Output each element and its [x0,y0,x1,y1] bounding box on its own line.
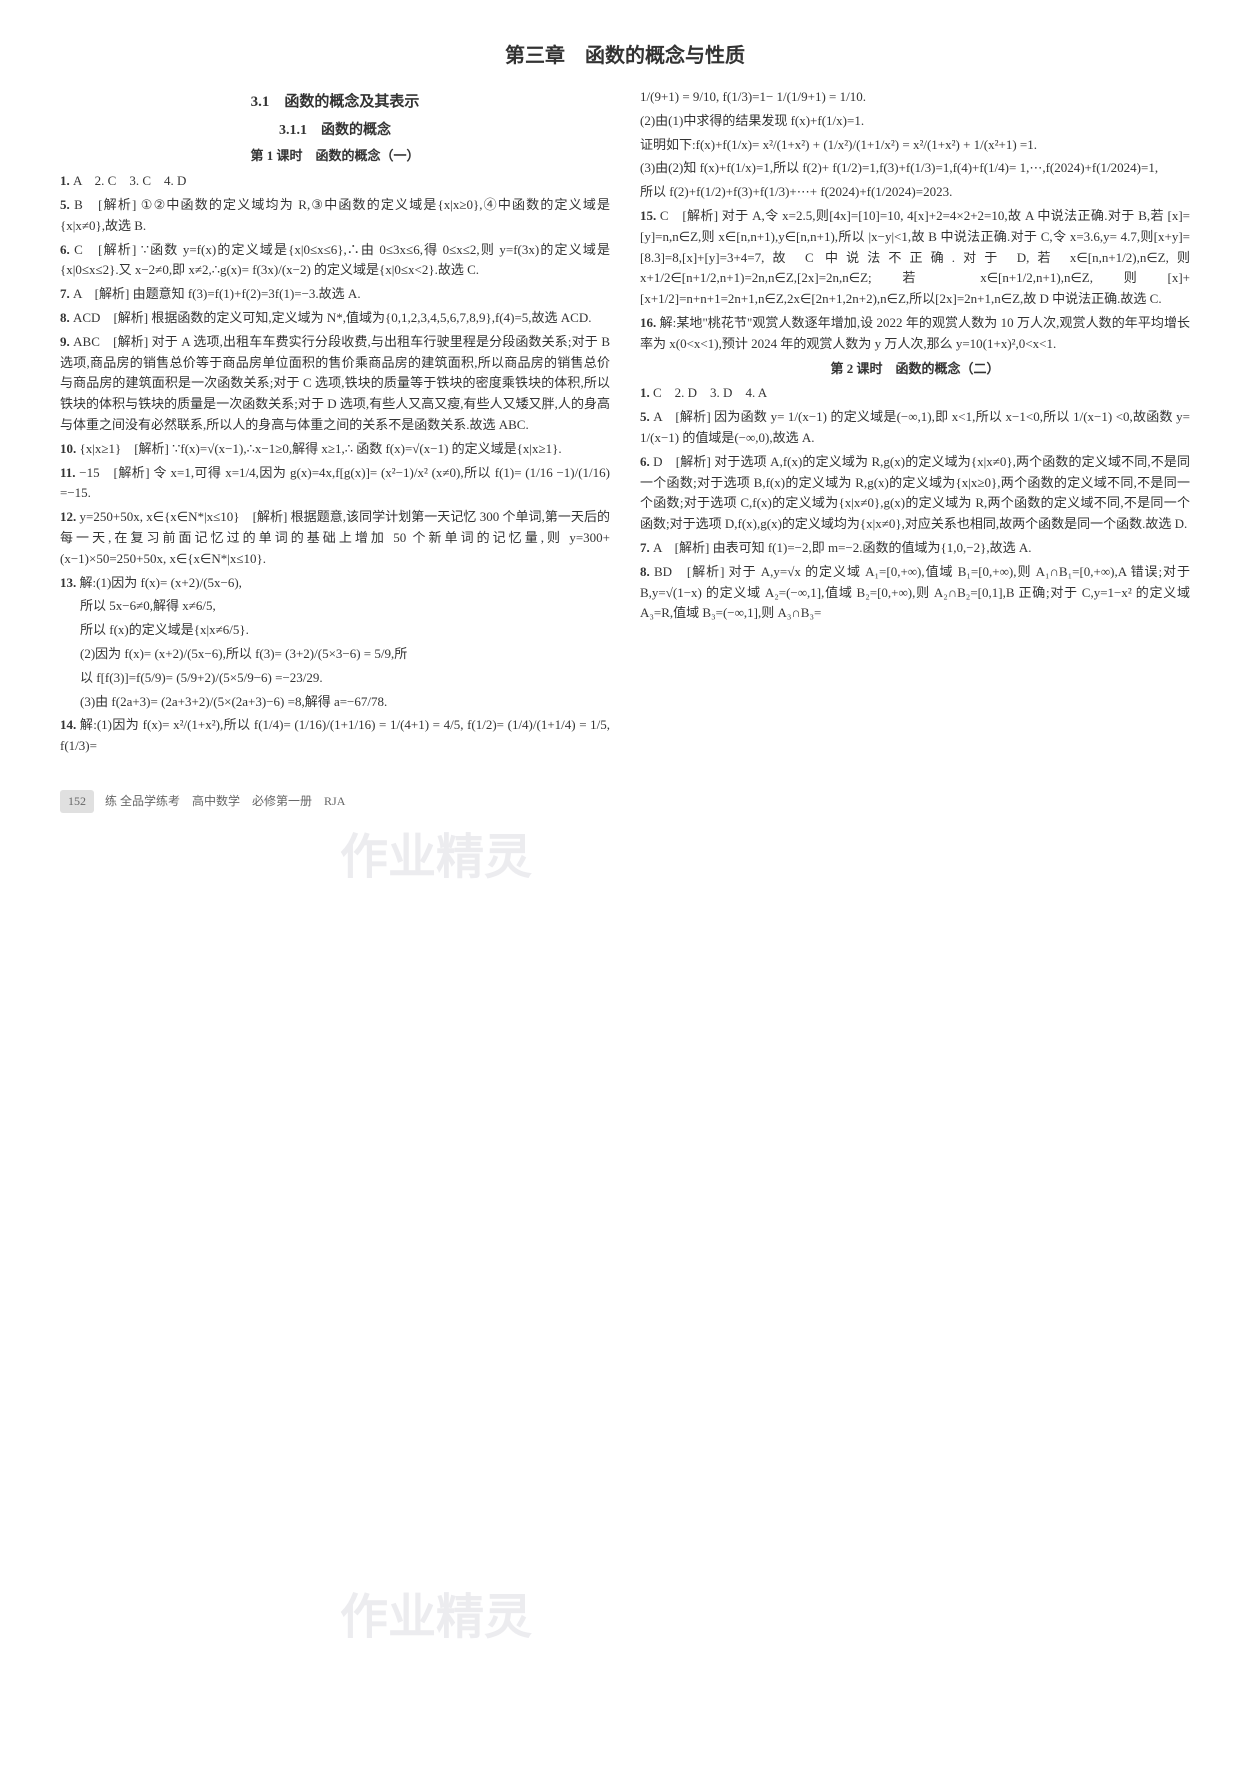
subsection-title: 3.1.1 函数的概念 [60,120,610,142]
item-text: 所以 f(2)+f(1/2)+f(3)+f(1/3)+⋯+ f(2024)+f(… [640,184,952,199]
answer-item: 8. BD [解析] 对于 A,y=√x 的定义域 A₁=[0,+∞),值域 B… [640,562,1190,624]
item-text: 证明如下:f(x)+f(1/x)= x²/(1+x²) + (1/x²)/(1+… [640,137,1037,152]
item-text: C 2. D 3. D 4. A [653,385,767,400]
left-items: 1. A 2. C 3. C 4. D 5. B [解析] ①②中函数的定义域均为… [60,171,610,757]
item-number: 6. [640,454,653,469]
answer-item: 6. C [解析] ∵函数 y=f(x)的定义域是{x|0≤x≤6},∴由 0≤… [60,240,610,282]
answer-item: 15. C [解析] 对于 A,令 x=2.5,则[4x]=[10]=10, 4… [640,206,1190,310]
item-number: 5. [60,197,74,212]
item-text: ABC [解析] 对于 A 选项,出租车车费实行分段收费,与出租车行驶里程是分段… [60,334,610,432]
item-text: {x|x≥1} [解析] ∵f(x)=√(x−1),∴x−1≥0,解得 x≥1,… [80,441,562,456]
item-number: 8. [60,310,73,325]
item-text: y=250+50x, x∈{x∈N*|x≤10} [解析] 根据题意,该同学计划… [60,509,610,566]
item-text: (2)因为 f(x)= (x+2)/(5x−6),所以 f(3)= (3+2)/… [80,646,407,661]
answer-item: 7. A [解析] 由表可知 f(1)=−2,即 m=−2.函数的值域为{1,0… [640,538,1190,559]
answer-item: (2)由(1)中求得的结果发现 f(x)+f(1/x)=1. [640,111,1190,132]
page-number: 152 [60,790,94,813]
answer-item: (3)由(2)知 f(x)+f(1/x)=1,所以 f(2)+ f(1/2)=1… [640,158,1190,179]
answer-item: 9. ABC [解析] 对于 A 选项,出租车车费实行分段收费,与出租车行驶里程… [60,332,610,436]
item-text: B [解析] ①②中函数的定义域均为 R,③中函数的定义域是{x|x≥0},④中… [60,197,610,233]
item-text: 解:(1)因为 f(x)= (x+2)/(5x−6), [80,575,242,590]
answer-item: 8. ACD [解析] 根据函数的定义可知,定义域为 N*,值域为{0,1,2,… [60,308,610,329]
answer-item: 14. 解:(1)因为 f(x)= x²/(1+x²),所以 f(1/4)= (… [60,715,610,757]
item-text: 解:某地"桃花节"观赏人数逐年增加,设 2022 年的观赏人数为 10 万人次,… [640,315,1190,351]
footer: 152 练 全品学练考 高中数学 必修第一册 RJA [60,790,1190,813]
section-title: 3.1 函数的概念及其表示 [60,90,610,114]
answer-item: 1/(9+1) = 9/10, f(1/3)=1− 1/(1/9+1) = 1/… [640,87,1190,108]
item-text: C [解析] ∵函数 y=f(x)的定义域是{x|0≤x≤6},∴由 0≤3x≤… [60,242,610,278]
answer-item: 1. A 2. C 3. C 4. D [60,171,610,192]
item-text: A [解析] 由题意知 f(3)=f(1)+f(2)=3f(1)=−3.故选 A… [73,286,361,301]
right-items-top: 1/(9+1) = 9/10, f(1/3)=1− 1/(1/9+1) = 1/… [640,87,1190,355]
item-text: (2)由(1)中求得的结果发现 f(x)+f(1/x)=1. [640,113,864,128]
content-columns: 3.1 函数的概念及其表示 3.1.1 函数的概念 第 1 课时 函数的概念（一… [60,84,1190,760]
item-number: 11. [60,465,79,480]
item-text: −15 [解析] 令 x=1,可得 x=1/4,因为 g(x)=4x,f[g(x… [60,465,610,501]
lesson-title: 第 1 课时 函数的概念（一） [60,146,610,167]
item-text: 所以 5x−6≠0,解得 x≠6/5, [80,598,216,613]
answer-item: 12. y=250+50x, x∈{x∈N*|x≤10} [解析] 根据题意,该… [60,507,610,569]
answer-item: 11. −15 [解析] 令 x=1,可得 x=1/4,因为 g(x)=4x,f… [60,463,610,505]
left-column: 3.1 函数的概念及其表示 3.1.1 函数的概念 第 1 课时 函数的概念（一… [60,84,610,760]
item-number: 14. [60,717,80,732]
item-text: BD [解析] 对于 A,y=√x 的定义域 A₁=[0,+∞),值域 B₁=[… [640,564,1190,621]
right-items-bottom: 1. C 2. D 3. D 4. A5. A [解析] 因为函数 y= 1/(… [640,383,1190,624]
item-text: (3)由(2)知 f(x)+f(1/x)=1,所以 f(2)+ f(1/2)=1… [640,160,1158,175]
item-number: 5. [640,409,653,424]
lesson2-title: 第 2 课时 函数的概念（二） [640,359,1190,380]
item-number: 7. [60,286,73,301]
answer-item: 以 f[f(3)]=f(5/9)= (5/9+2)/(5×5/9−6) =−23… [60,668,610,689]
answer-item: (2)因为 f(x)= (x+2)/(5x−6),所以 f(3)= (3+2)/… [60,644,610,665]
answer-item: 证明如下:f(x)+f(1/x)= x²/(1+x²) + (1/x²)/(1+… [640,135,1190,156]
item-number: 13. [60,575,80,590]
answer-item: 16. 解:某地"桃花节"观赏人数逐年增加,设 2022 年的观赏人数为 10 … [640,313,1190,355]
item-number: 15. [640,208,660,223]
item-text: ACD [解析] 根据函数的定义可知,定义域为 N*,值域为{0,1,2,3,4… [73,310,592,325]
answer-item: 10. {x|x≥1} [解析] ∵f(x)=√(x−1),∴x−1≥0,解得 … [60,439,610,460]
item-number: 6. [60,242,74,257]
item-text: 1/(9+1) = 9/10, f(1/3)=1− 1/(1/9+1) = 1/… [640,89,866,104]
item-number: 12. [60,509,80,524]
item-text: A [解析] 由表可知 f(1)=−2,即 m=−2.函数的值域为{1,0,−2… [653,540,1031,555]
item-number: 10. [60,441,80,456]
item-number: 7. [640,540,653,555]
answer-item: 所以 f(2)+f(1/2)+f(3)+f(1/3)+⋯+ f(2024)+f(… [640,182,1190,203]
watermark-2: 作业精灵 [340,1580,532,1657]
answer-item: 13. 解:(1)因为 f(x)= (x+2)/(5x−6), [60,573,610,594]
chapter-title: 第三章 函数的概念与性质 [60,40,1190,72]
item-text: D [解析] 对于选项 A,f(x)的定义域为 R,g(x)的定义域为{x|x≠… [640,454,1190,531]
item-number: 16. [640,315,660,330]
item-text: 所以 f(x)的定义域是{x|x≠6/5}. [80,622,249,637]
item-text: A 2. C 3. C 4. D [73,173,186,188]
answer-item: 所以 f(x)的定义域是{x|x≠6/5}. [60,620,610,641]
item-text: 解:(1)因为 f(x)= x²/(1+x²),所以 f(1/4)= (1/16… [60,717,610,753]
answer-item: 7. A [解析] 由题意知 f(3)=f(1)+f(2)=3f(1)=−3.故… [60,284,610,305]
item-text: A [解析] 因为函数 y= 1/(x−1) 的定义域是(−∞,1),即 x<1… [640,409,1190,445]
item-number: 1. [60,173,73,188]
watermark-1: 作业精灵 [340,820,532,897]
right-column: 1/(9+1) = 9/10, f(1/3)=1− 1/(1/9+1) = 1/… [640,84,1190,760]
item-text: 以 f[f(3)]=f(5/9)= (5/9+2)/(5×5/9−6) =−23… [80,670,323,685]
item-number: 8. [640,564,654,579]
answer-item: 1. C 2. D 3. D 4. A [640,383,1190,404]
answer-item: 5. B [解析] ①②中函数的定义域均为 R,③中函数的定义域是{x|x≥0}… [60,195,610,237]
item-number: 9. [60,334,73,349]
answer-item: 5. A [解析] 因为函数 y= 1/(x−1) 的定义域是(−∞,1),即 … [640,407,1190,449]
item-text: C [解析] 对于 A,令 x=2.5,则[4x]=[10]=10, 4[x]+… [640,208,1190,306]
answer-item: 6. D [解析] 对于选项 A,f(x)的定义域为 R,g(x)的定义域为{x… [640,452,1190,535]
footer-label: 练 [105,794,117,808]
answer-item: 所以 5x−6≠0,解得 x≠6/5, [60,596,610,617]
item-number: 1. [640,385,653,400]
answer-item: (3)由 f(2a+3)= (2a+3+2)/(5×(2a+3)−6) =8,解… [60,692,610,713]
item-text: (3)由 f(2a+3)= (2a+3+2)/(5×(2a+3)−6) =8,解… [80,694,387,709]
footer-book: 全品学练考 高中数学 必修第一册 RJA [120,794,345,808]
